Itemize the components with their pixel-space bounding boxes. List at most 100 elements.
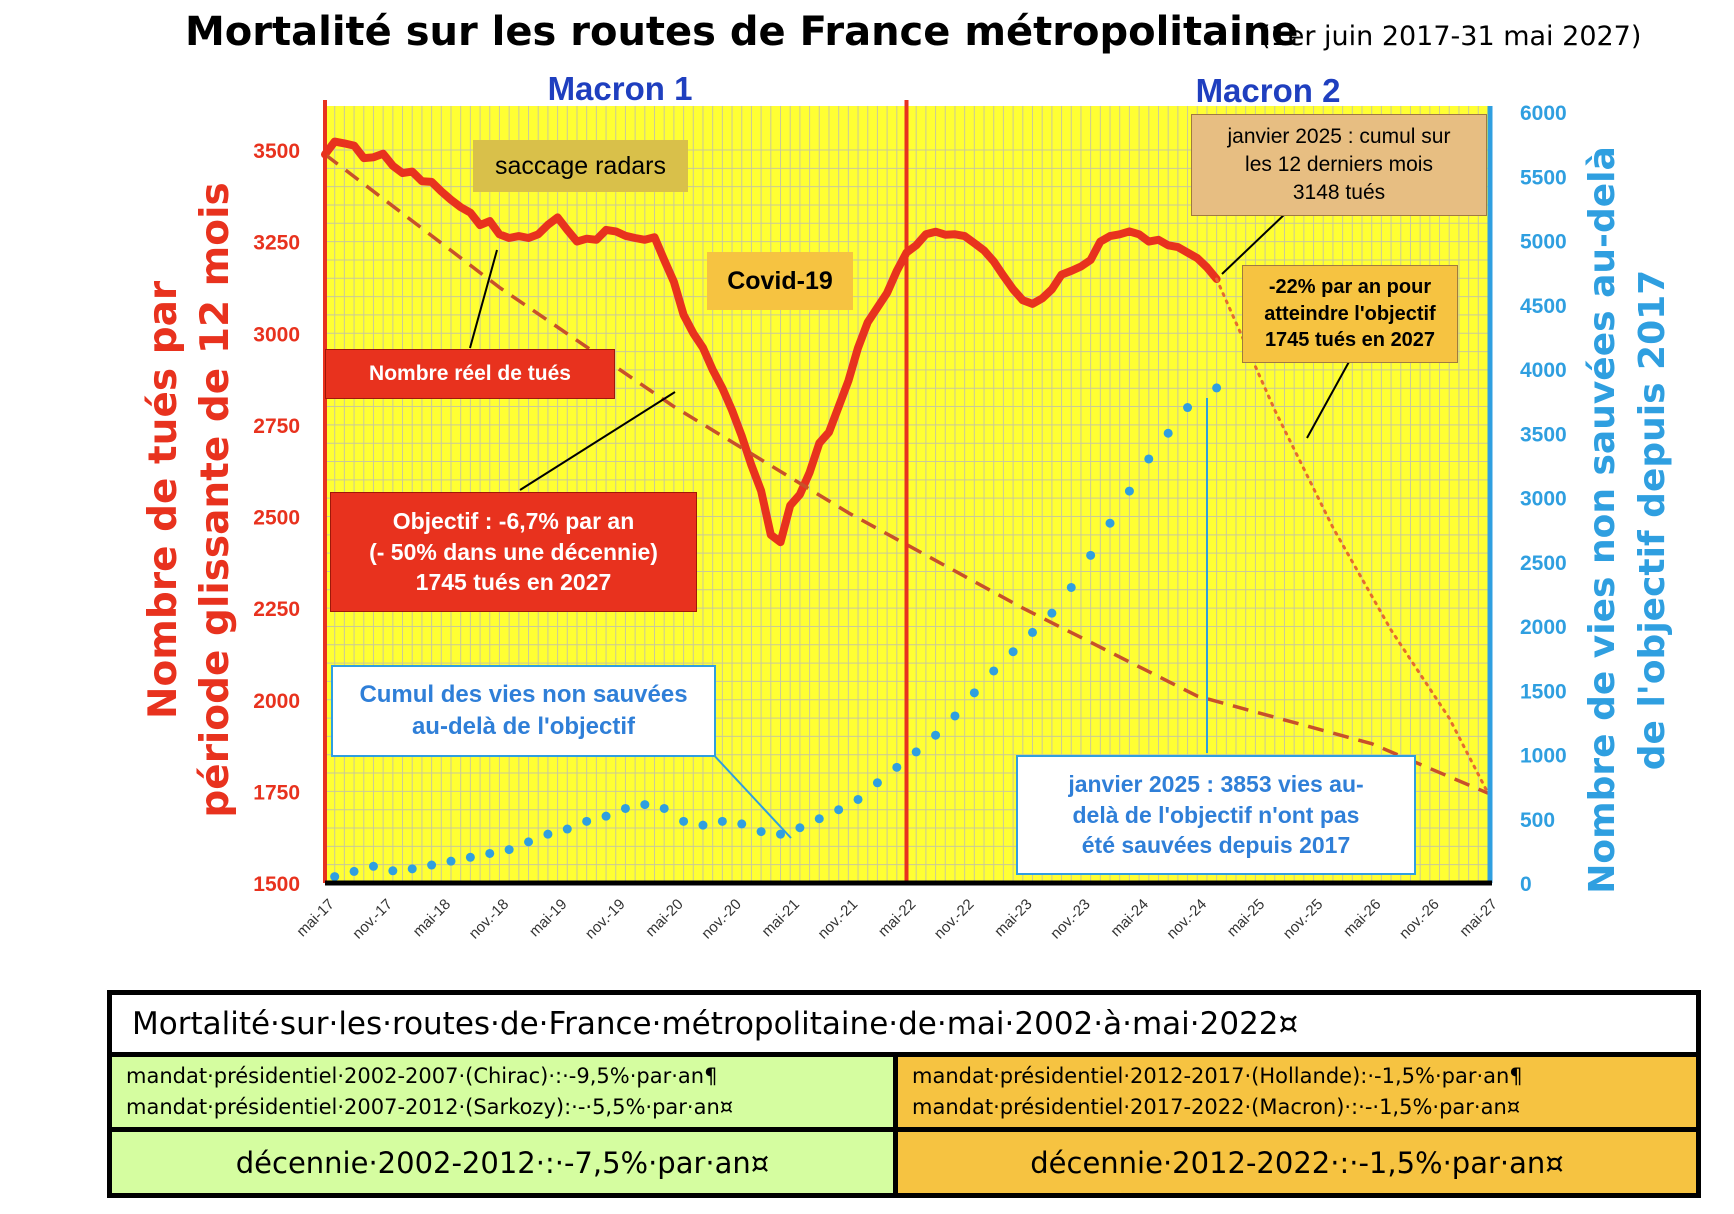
right-tick-label: 0 (1520, 873, 1532, 896)
x-tick-label: nov.-24 (1163, 896, 1210, 943)
x-tick-label: mai-20 (642, 896, 686, 940)
left-tick-label: 2250 (253, 598, 300, 621)
decade-2002-2012: décennie·2002-2012·:·-7,5%·par·an¤ (112, 1132, 898, 1193)
cumul-point (1047, 608, 1057, 618)
right-tick-label: 2000 (1520, 616, 1567, 639)
cumul-point (504, 845, 514, 855)
right-tick-label: 4000 (1520, 359, 1567, 382)
cumul-point (834, 805, 844, 815)
x-tick-label: nov.-21 (815, 896, 862, 943)
series-objectif (323, 153, 1489, 795)
right-tick-label: 4500 (1520, 295, 1567, 318)
annotation-moins22-line-2: atteindre l'objectif (1264, 302, 1436, 325)
annotation-janvier-cumul-line-3: 3148 tués (1292, 180, 1386, 204)
annotation-janvier-vies: janvier 2025 : 3853 vies au- delà de l'o… (1016, 755, 1416, 875)
cumul-point (368, 861, 378, 871)
left-tick-label: 1500 (253, 873, 300, 896)
annotation-objectif-line-2: (- 50% dans une décennie) (369, 538, 658, 565)
right-tick-label: 6000 (1520, 102, 1567, 125)
cumul-point (465, 852, 475, 862)
left-tick-label: 2500 (253, 507, 300, 530)
right-axis-ticks: 0 500 1000 1500 2000 2500 3000 3500 4000 4500 5000… (1520, 102, 1567, 896)
right-tick-label: 5000 (1520, 231, 1567, 254)
cumul-point (485, 848, 495, 858)
annotation-janvier-cumul-line-2: les 12 derniers mois (1245, 153, 1433, 177)
cumul-point (1066, 582, 1076, 592)
cumul-point (349, 866, 359, 876)
cumul-point (330, 872, 340, 882)
decade-2012-2022: décennie·2012-2022·:·-1,5%·par·an¤ (898, 1132, 1696, 1193)
summary-table-title: Mortalité·sur·les·routes·de·France·métro… (132, 1005, 1299, 1042)
cumul-point (620, 803, 630, 813)
right-tick-label: 500 (1520, 809, 1555, 832)
x-tick-label: mai-25 (1224, 896, 1268, 940)
cumul-point (1027, 627, 1037, 637)
right-tick-label: 1000 (1520, 745, 1567, 768)
summary-table-title-row: Mortalité·sur·les·routes·de·France·métro… (112, 995, 1696, 1057)
left-tick-label: 2000 (253, 690, 300, 713)
cumul-point (756, 827, 766, 837)
cumul-point (872, 778, 882, 788)
mandate-chirac: mandat·présidentiel·2002-2007·(Chirac)·:… (126, 1063, 718, 1088)
left-tick-label: 3500 (253, 140, 300, 163)
arrow-cumul (709, 750, 792, 839)
right-axis-label-line-1: Nombre de vies non sauvées au-delà (1582, 146, 1623, 894)
cumul-point (1163, 428, 1173, 438)
x-tick-label: nov.-26 (1396, 896, 1443, 943)
annotation-cumul-line-2: au-delà de l'objectif (411, 713, 636, 740)
annotation-cumul-line-1: Cumul des vies non sauvées (359, 681, 688, 709)
chart-subtitle: (1er juin 2017-31 mai 2027) (1260, 21, 1641, 52)
right-axis-label-line-2: de l'objectif depuis 2017 (1632, 270, 1673, 771)
period-label-macron-2: Macron 2 (1196, 72, 1341, 109)
cumul-point (407, 864, 417, 874)
cumul-point (950, 711, 960, 721)
x-tick-label: mai-18 (410, 896, 454, 940)
cumul-point (814, 814, 824, 824)
right-tick-label: 2500 (1520, 552, 1567, 575)
left-axis-label-line-2: période glissante de 12 mois (193, 182, 238, 817)
cumul-point (427, 860, 437, 870)
x-tick-label: nov.-23 (1047, 896, 1094, 943)
annotation-covid: Covid-19 (707, 252, 853, 310)
x-axis-ticks: mai-17 nov.-17 mai-18 nov.-18 mai-19 nov.-19 m… (293, 896, 1500, 943)
cumul-point (562, 824, 572, 834)
cumul-point (582, 816, 592, 826)
annotation-cumul: Cumul des vies non sauvées au-delà de l'… (331, 665, 716, 757)
cumul-point (911, 747, 921, 757)
mandate-macron: mandat·présidentiel·2017-2022·(Macron)·:… (912, 1095, 1521, 1119)
x-tick-label: mai-23 (991, 896, 1035, 940)
left-axis-ticks: 1500 1750 2000 2250 2500 2750 3000 3250 3500 (253, 140, 300, 896)
summary-table-decades-row: décennie·2002-2012·:·-7,5%·par·an¤ décen… (112, 1132, 1696, 1193)
annotation-objectif-line-1: Objectif : -6,7% par an (392, 508, 635, 535)
x-tick-label: mai-27 (1456, 896, 1500, 940)
x-tick-label: mai-17 (293, 896, 337, 940)
cumul-point (776, 829, 786, 839)
cumul-point (969, 688, 979, 698)
axis-frame (323, 100, 1493, 886)
cumul-point (717, 816, 727, 826)
annotation-objectif-line-3: 1745 tués en 2027 (415, 569, 612, 596)
left-tick-label: 3000 (253, 323, 300, 346)
cumul-point (892, 762, 902, 772)
annotation-moins22: -22% par an pour atteindre l'objectif 17… (1242, 265, 1458, 363)
x-tick-label: mai-19 (526, 896, 570, 940)
cumul-point (601, 811, 611, 821)
chart-title: Mortalité sur les routes de France métro… (185, 9, 1298, 55)
x-tick-label: nov.-19 (582, 896, 629, 943)
annotation-janvier-vies-line-3: été sauvées depuis 2017 (1081, 832, 1351, 859)
right-tick-label: 3500 (1520, 423, 1567, 446)
series-layer (321, 137, 1490, 882)
x-tick-label: nov.-22 (931, 896, 978, 943)
cumul-point (1086, 550, 1096, 560)
right-tick-label: 1500 (1520, 680, 1567, 703)
mandates-left-cell: mandat·présidentiel·2002-2007·(Chirac)·:… (112, 1057, 898, 1127)
cumul-point (737, 819, 747, 829)
arrow-reel (469, 249, 498, 349)
right-tick-label: 5500 (1520, 166, 1567, 189)
x-tick-label: mai-21 (759, 896, 803, 940)
x-tick-label: nov.-20 (698, 896, 745, 943)
annotation-janvier-vies-line-1: janvier 2025 : 3853 vies au- (1068, 771, 1364, 798)
left-tick-label: 3250 (253, 232, 300, 255)
cumul-point (1144, 454, 1154, 464)
arrow-objectif (519, 391, 676, 491)
